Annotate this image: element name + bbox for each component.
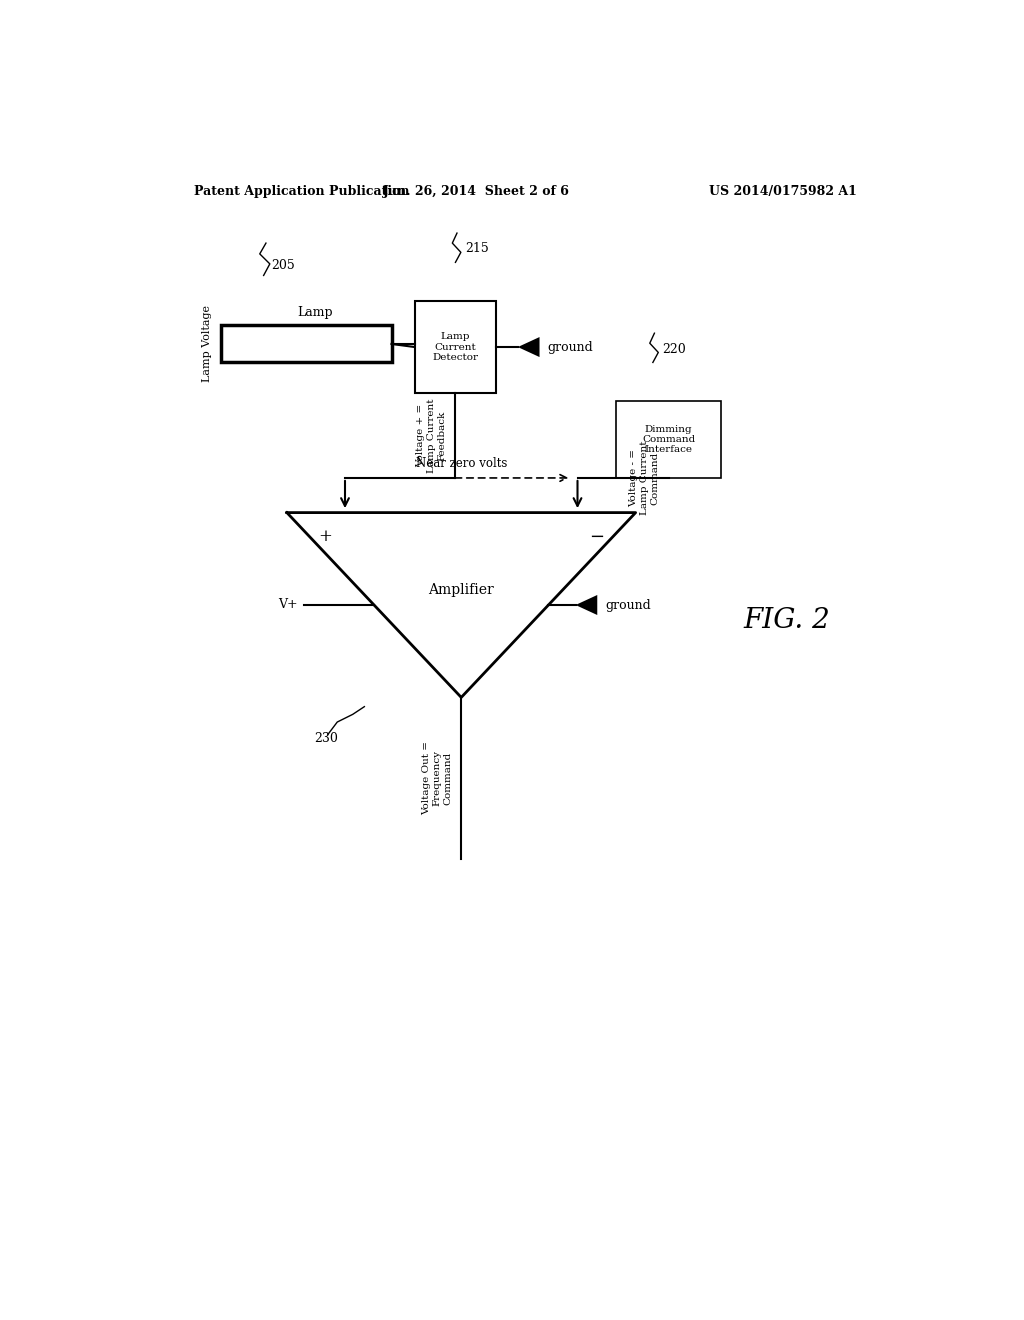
Text: Jun. 26, 2014  Sheet 2 of 6: Jun. 26, 2014 Sheet 2 of 6	[383, 185, 570, 198]
Bar	[221, 326, 391, 363]
Text: Lamp: Lamp	[297, 306, 333, 319]
Text: Voltage Out =
Frequency
Command: Voltage Out = Frequency Command	[422, 742, 452, 816]
Text: −: −	[590, 528, 604, 546]
Text: ground: ground	[605, 598, 651, 611]
Text: V+: V+	[279, 598, 298, 611]
Text: ground: ground	[547, 341, 593, 354]
Text: 215: 215	[465, 242, 488, 255]
Bar	[415, 301, 496, 393]
Text: Amplifier: Amplifier	[428, 582, 495, 597]
Bar	[616, 401, 721, 478]
Text: Voltage - =
Lamp Current
Command: Voltage - = Lamp Current Command	[630, 441, 659, 515]
Text: 230: 230	[314, 733, 338, 744]
Text: 220: 220	[663, 343, 686, 356]
Text: Lamp Voltage: Lamp Voltage	[202, 305, 212, 383]
Polygon shape	[518, 337, 540, 358]
Text: Lamp
Current
Detector: Lamp Current Detector	[432, 333, 478, 362]
Text: US 2014/0175982 A1: US 2014/0175982 A1	[709, 185, 856, 198]
Text: 205: 205	[271, 259, 295, 272]
Text: +: +	[318, 528, 333, 545]
Text: Voltage + =
Lamp Current
Feedback: Voltage + = Lamp Current Feedback	[417, 399, 446, 473]
Polygon shape	[575, 595, 597, 615]
Text: Near zero volts: Near zero volts	[416, 457, 507, 470]
Text: Dimming
Command
Interface: Dimming Command Interface	[642, 425, 695, 454]
Text: FIG. 2: FIG. 2	[743, 607, 830, 634]
Text: Patent Application Publication: Patent Application Publication	[194, 185, 410, 198]
